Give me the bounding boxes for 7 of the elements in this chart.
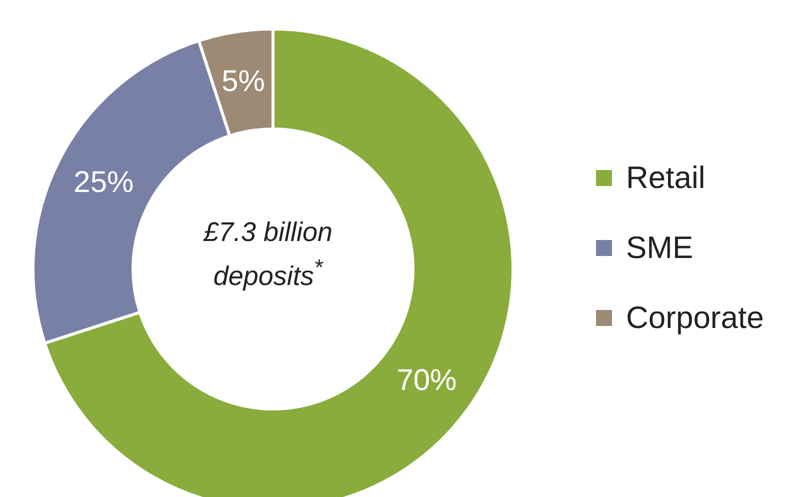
legend-label: SME [625, 230, 694, 266]
text: £7.3 billion deposits$^{*}$ [202, 216, 334, 293]
legend-label: Corporate [625, 300, 764, 336]
data-label: 70% [396, 364, 457, 398]
legend-label: Retail [625, 160, 706, 196]
data-label: 5% [222, 64, 265, 98]
data-label: 25% [74, 166, 134, 200]
